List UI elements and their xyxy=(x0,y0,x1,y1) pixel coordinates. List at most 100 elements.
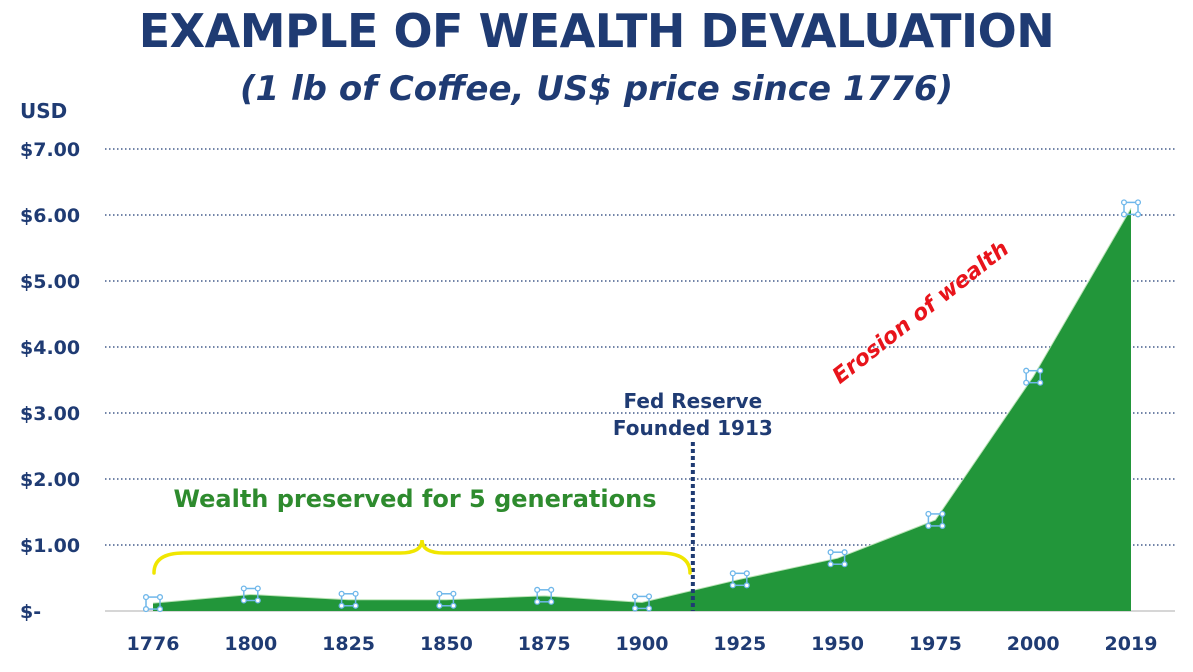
data-point-marker xyxy=(145,596,161,610)
y-tick-label: $4.00 xyxy=(20,337,80,359)
data-point-handle xyxy=(156,606,164,613)
data-point-handle xyxy=(827,561,834,568)
data-point xyxy=(142,594,164,613)
data-point-handle xyxy=(142,594,150,601)
generations-brace xyxy=(152,539,692,575)
y-tick-labels: $- $1.00 $2.00 $3.00 $4.00 $5.00 $6.00 $7.00 xyxy=(20,139,80,623)
data-point-handle xyxy=(939,510,946,517)
data-point xyxy=(338,590,359,609)
data-markers xyxy=(142,199,1142,613)
data-point-marker xyxy=(634,595,650,610)
data-point xyxy=(631,593,653,612)
data-point-handle xyxy=(743,582,750,589)
data-point-handle xyxy=(645,605,653,612)
data-point-marker xyxy=(1025,369,1041,384)
series-line xyxy=(152,208,1132,604)
x-tick-label: 1875 xyxy=(518,633,571,655)
y-axis-unit-label: USD xyxy=(20,99,67,123)
data-point-handle xyxy=(240,597,247,604)
data-point xyxy=(534,586,555,605)
data-point-handle xyxy=(338,602,345,609)
data-point-marker xyxy=(536,589,552,603)
data-point-handle xyxy=(156,594,164,601)
data-point xyxy=(1120,199,1142,218)
data-point-handle xyxy=(631,593,639,600)
data-point-handle xyxy=(743,570,750,577)
data-point-handle xyxy=(1120,199,1128,206)
data-point-handle xyxy=(939,522,946,529)
data-point-handle xyxy=(534,598,541,605)
x-tick-label: 1776 xyxy=(127,633,180,655)
y-tick-label: $7.00 xyxy=(20,139,80,161)
y-tick-label: $1.00 xyxy=(20,535,80,557)
data-point-handle xyxy=(925,510,932,517)
data-point-handle xyxy=(1134,211,1142,218)
x-tick-label: 1825 xyxy=(322,633,375,655)
area-series xyxy=(152,208,1132,611)
data-point-handle xyxy=(1134,199,1142,206)
data-point-handle xyxy=(436,590,443,597)
x-tick-label: 1925 xyxy=(713,633,766,655)
x-tick-label: 2019 xyxy=(1105,633,1158,655)
data-point-handle xyxy=(450,590,457,597)
data-point-handle xyxy=(1023,367,1030,374)
erosion-of-wealth-label: Erosion of wealth xyxy=(828,236,1014,389)
data-point xyxy=(729,570,750,589)
area-fill xyxy=(153,208,1131,611)
data-point-handle xyxy=(729,582,736,589)
data-point-handle xyxy=(254,597,261,604)
data-point-handle xyxy=(534,586,541,593)
data-point-handle xyxy=(240,585,247,592)
x-tick-label: 2000 xyxy=(1007,633,1060,655)
y-tick-label: $6.00 xyxy=(20,205,80,227)
y-tick-label: $3.00 xyxy=(20,403,80,425)
data-point-handle xyxy=(1037,367,1044,374)
data-point-handle xyxy=(841,561,848,568)
data-point-handle xyxy=(925,522,932,529)
data-point-marker xyxy=(927,513,944,527)
data-point-handle xyxy=(841,549,848,556)
data-point xyxy=(1023,367,1044,386)
data-point-handle xyxy=(352,602,359,609)
data-point-handle xyxy=(450,602,457,609)
y-tick-label: $- xyxy=(20,601,41,623)
data-point-handle xyxy=(254,585,261,592)
data-point-marker xyxy=(243,587,259,602)
data-point xyxy=(240,585,261,604)
data-point xyxy=(436,590,457,609)
y-tick-label: $2.00 xyxy=(20,469,80,491)
data-point-handle xyxy=(142,606,150,613)
data-point-marker xyxy=(438,593,455,607)
x-tick-label: 1900 xyxy=(616,633,669,655)
fed-reserve-label: Founded 1913 xyxy=(613,416,773,440)
data-point-handle xyxy=(436,602,443,609)
data-point-handle xyxy=(645,593,653,600)
data-point-marker xyxy=(1123,201,1139,216)
data-point-handle xyxy=(1120,211,1128,218)
x-tick-label: 1800 xyxy=(224,633,277,655)
y-tick-label: $5.00 xyxy=(20,271,80,293)
data-point-handle xyxy=(1023,379,1030,386)
chart-title: EXAMPLE OF WEALTH DEVALUATION xyxy=(138,4,1055,58)
wealth-preserved-label: Wealth preserved for 5 generations xyxy=(174,485,657,513)
data-point-handle xyxy=(1037,379,1044,386)
x-tick-labels: 1776 1800 1825 1850 1875 1900 1925 1950 1975 2000… xyxy=(127,633,1158,655)
data-point xyxy=(827,549,848,568)
data-point-marker xyxy=(732,572,748,587)
data-point-handle xyxy=(729,570,736,577)
data-point-marker xyxy=(340,593,357,607)
data-point-handle xyxy=(338,590,345,597)
data-point-marker xyxy=(829,551,846,565)
data-point-handle xyxy=(548,598,555,605)
x-tick-label: 1950 xyxy=(811,633,864,655)
data-point xyxy=(925,510,946,529)
data-point-handle xyxy=(631,605,639,612)
data-point-handle xyxy=(352,590,359,597)
chart-subtitle: (1 lb of Coffee, US$ price since 1776) xyxy=(239,69,954,109)
fed-reserve-label: Fed Reserve xyxy=(624,389,763,413)
data-point-handle xyxy=(827,549,834,556)
data-point-handle xyxy=(548,586,555,593)
x-tick-label: 1850 xyxy=(420,633,473,655)
x-tick-label: 1975 xyxy=(909,633,962,655)
